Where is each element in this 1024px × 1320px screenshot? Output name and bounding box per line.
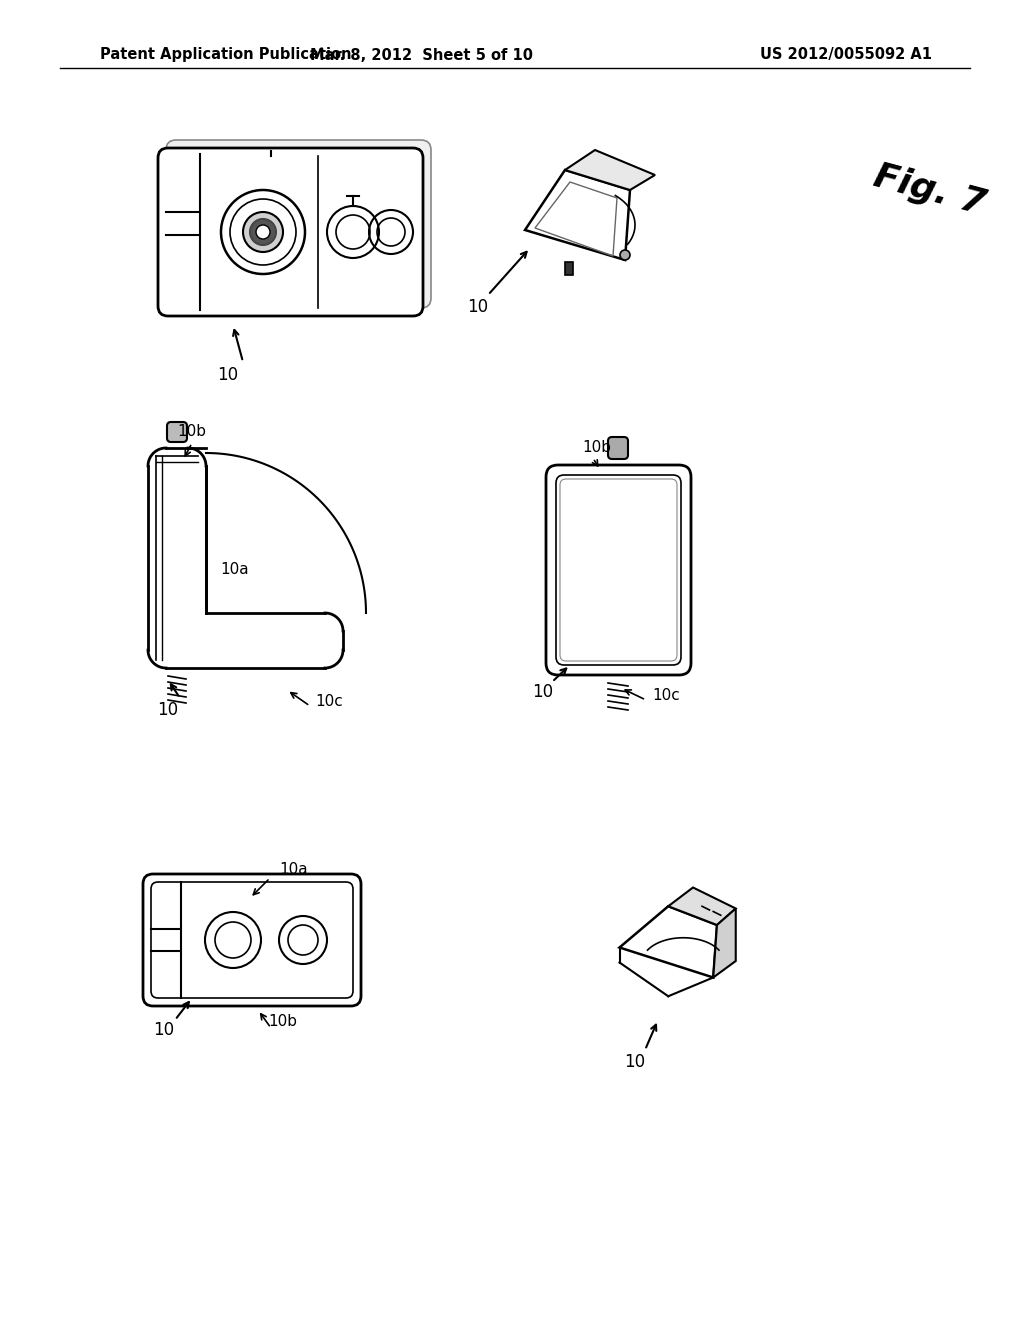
FancyBboxPatch shape xyxy=(546,465,691,675)
Text: 10: 10 xyxy=(467,298,488,315)
Polygon shape xyxy=(525,170,630,260)
Text: Mar. 8, 2012  Sheet 5 of 10: Mar. 8, 2012 Sheet 5 of 10 xyxy=(310,48,534,62)
Text: 10b: 10b xyxy=(268,1015,298,1030)
Text: Fig. 7: Fig. 7 xyxy=(870,158,989,222)
FancyBboxPatch shape xyxy=(143,874,361,1006)
FancyBboxPatch shape xyxy=(158,148,423,315)
Circle shape xyxy=(250,219,276,246)
Circle shape xyxy=(253,222,273,242)
Text: 10: 10 xyxy=(625,1053,645,1071)
Text: 10: 10 xyxy=(532,682,554,701)
Polygon shape xyxy=(714,908,736,978)
Polygon shape xyxy=(620,907,717,978)
Polygon shape xyxy=(669,887,736,925)
Text: 10c: 10c xyxy=(652,688,680,702)
Circle shape xyxy=(620,249,630,260)
Text: 10: 10 xyxy=(158,701,178,719)
Circle shape xyxy=(256,224,270,239)
Text: 10c: 10c xyxy=(315,694,343,710)
Text: 10: 10 xyxy=(154,1020,174,1039)
FancyBboxPatch shape xyxy=(166,140,431,308)
Circle shape xyxy=(243,213,283,252)
FancyBboxPatch shape xyxy=(167,422,187,442)
Text: US 2012/0055092 A1: US 2012/0055092 A1 xyxy=(760,48,932,62)
Polygon shape xyxy=(565,261,573,275)
Text: Patent Application Publication: Patent Application Publication xyxy=(100,48,351,62)
Text: 10a: 10a xyxy=(280,862,308,878)
FancyBboxPatch shape xyxy=(608,437,628,459)
Text: 10: 10 xyxy=(217,366,239,384)
Polygon shape xyxy=(565,150,655,190)
Text: 10a: 10a xyxy=(221,562,249,578)
Text: 10b: 10b xyxy=(177,425,207,440)
Text: 10b: 10b xyxy=(582,441,611,455)
